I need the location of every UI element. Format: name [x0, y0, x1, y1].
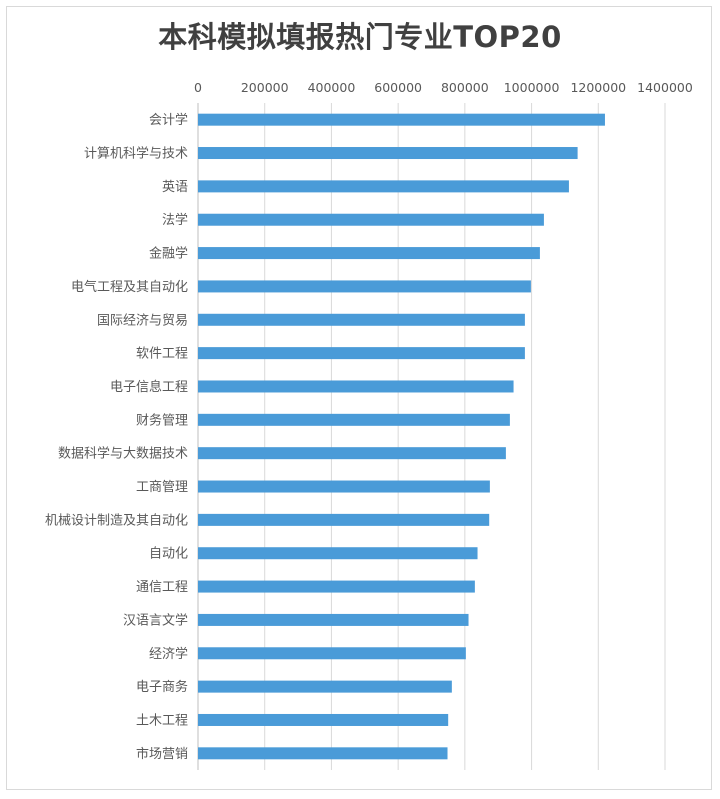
category-labels: 会计学计算机科学与技术英语法学金融学电气工程及其自动化国际经济与贸易软件工程电子… — [45, 112, 188, 762]
bar — [198, 513, 490, 526]
bar — [198, 547, 478, 560]
x-tick-label: 1200000 — [570, 80, 626, 95]
bar — [198, 280, 531, 293]
bar — [198, 213, 544, 226]
x-tick-label: 0 — [194, 80, 202, 95]
category-label: 电子商务 — [136, 679, 188, 695]
category-label: 英语 — [162, 180, 188, 195]
category-label: 通信工程 — [136, 580, 188, 595]
bar — [198, 480, 490, 493]
bar — [198, 380, 514, 393]
gridlines — [197, 103, 666, 770]
chart-frame — [6, 6, 712, 790]
category-label: 国际经济与贸易 — [97, 313, 188, 328]
category-label: 自动化 — [149, 547, 188, 562]
category-label: 汉语言文学 — [123, 612, 188, 628]
category-label: 软件工程 — [136, 347, 188, 362]
bar — [198, 613, 469, 626]
bars — [198, 113, 605, 760]
bar — [198, 313, 525, 326]
x-tick-label: 800000 — [441, 80, 489, 95]
bar — [198, 713, 449, 726]
category-label: 法学 — [162, 212, 188, 228]
bar — [198, 680, 452, 693]
category-label: 机械设计制造及其自动化 — [45, 513, 188, 528]
bar — [198, 447, 506, 460]
bar — [198, 147, 578, 160]
x-tick-label: 600000 — [374, 80, 422, 95]
x-axis-ticks: 0 200000 400000 600000 800000 1000000 1200000 1… — [194, 80, 693, 95]
chart-title: 本科模拟填报热门专业TOP20 — [158, 20, 562, 54]
category-label: 电气工程及其自动化 — [71, 279, 188, 295]
category-label: 数据科学与大数据技术 — [58, 446, 188, 462]
category-label: 经济学 — [149, 646, 188, 662]
category-label: 会计学 — [149, 112, 188, 128]
x-tick-label: 1000000 — [504, 80, 560, 95]
bar — [198, 347, 525, 360]
category-label: 市场营销 — [136, 746, 188, 762]
bar — [198, 180, 569, 193]
bar — [198, 413, 510, 426]
category-label: 土木工程 — [136, 713, 188, 728]
category-label: 财务管理 — [136, 412, 188, 428]
bar — [198, 647, 466, 660]
x-tick-label: 400000 — [308, 80, 356, 95]
category-label: 金融学 — [149, 246, 188, 262]
bar — [198, 580, 475, 593]
bar — [198, 247, 540, 260]
category-label: 计算机科学与技术 — [84, 146, 188, 162]
bar — [198, 747, 448, 760]
bar — [198, 113, 605, 126]
category-label: 工商管理 — [136, 480, 188, 495]
category-label: 电子信息工程 — [110, 379, 188, 395]
x-tick-label: 1400000 — [637, 80, 693, 95]
x-tick-label: 200000 — [241, 80, 289, 95]
